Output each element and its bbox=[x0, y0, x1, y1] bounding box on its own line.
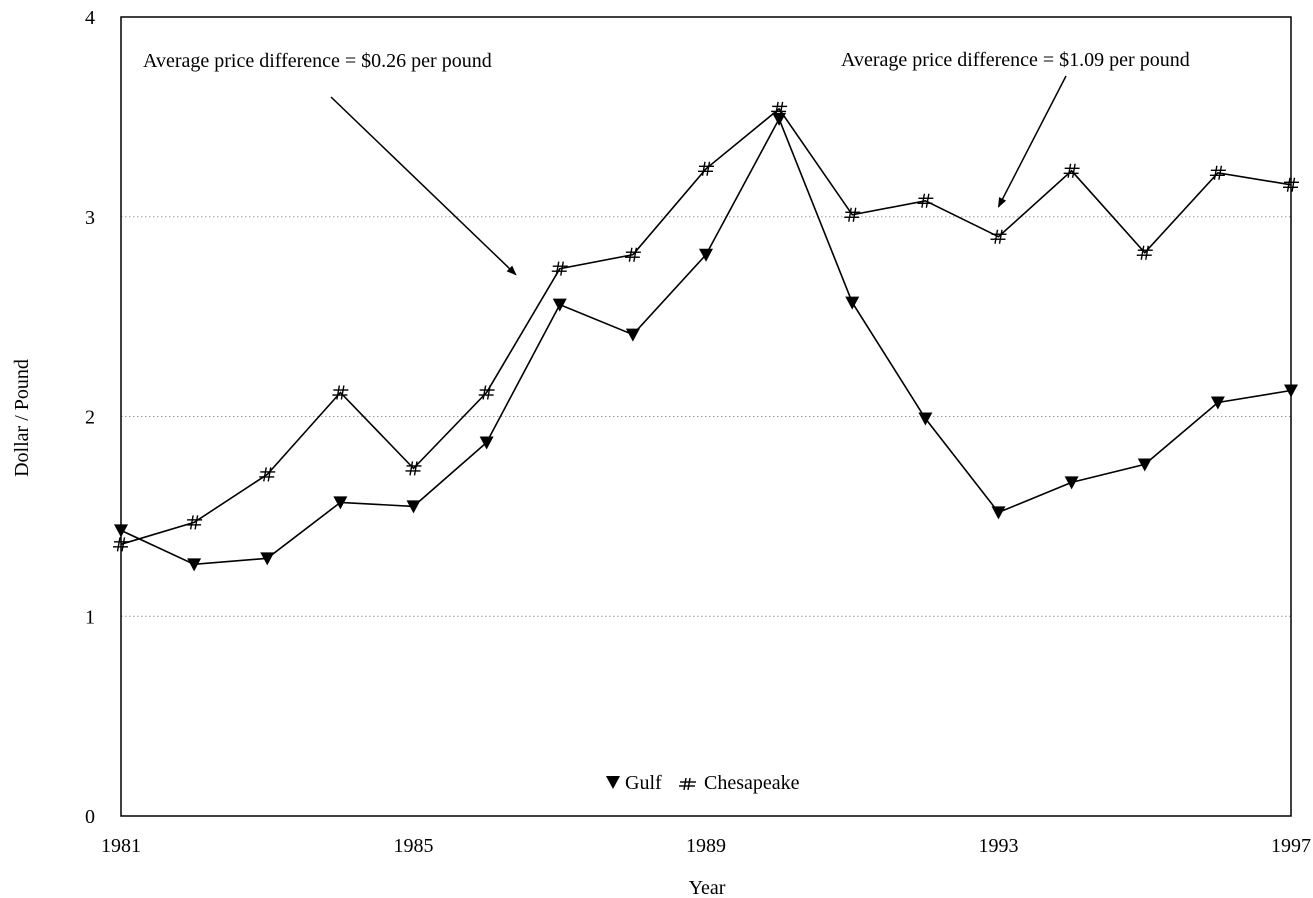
x-axis-title: Year bbox=[689, 877, 726, 898]
legend-label-chesapeake: Chesapeake bbox=[704, 772, 800, 794]
data-point-gulf bbox=[479, 436, 494, 450]
annotation-gulf-chesapeake-late: Average price difference = $1.09 per pou… bbox=[841, 49, 1190, 208]
x-tick-label: 1993 bbox=[979, 835, 1019, 857]
series-line-chesapeake bbox=[120, 107, 1292, 546]
data-point-chesapeake bbox=[1283, 177, 1299, 192]
plot-frame bbox=[120, 16, 1292, 817]
data-point-chesapeake bbox=[844, 207, 861, 222]
data-point-chesapeake bbox=[1063, 163, 1080, 178]
data-point-chesapeake bbox=[113, 537, 129, 552]
annotation-text-1: Average price difference = $0.26 per pou… bbox=[143, 50, 492, 72]
annotation-text-2: Average price difference = $1.09 per pou… bbox=[841, 49, 1190, 71]
data-point-chesapeake bbox=[624, 247, 641, 262]
data-point-gulf bbox=[333, 496, 348, 510]
data-point-gulf bbox=[1064, 476, 1079, 490]
data-point-chesapeake bbox=[186, 515, 203, 530]
data-point-gulf bbox=[625, 328, 640, 342]
data-point-chesapeake bbox=[917, 193, 934, 208]
series-gulf bbox=[114, 112, 1298, 572]
data-point-chesapeake bbox=[259, 467, 276, 482]
data-point-gulf bbox=[406, 500, 421, 514]
y-tick-label: 1 bbox=[85, 606, 95, 628]
data-point-chesapeake bbox=[771, 101, 788, 117]
data-point-gulf bbox=[114, 524, 128, 538]
y-axis-ticks: 0 1 2 3 4 bbox=[85, 7, 95, 828]
data-point-gulf bbox=[845, 296, 860, 310]
y-tick-label: 0 bbox=[85, 806, 95, 828]
data-point-chesapeake bbox=[405, 461, 422, 476]
y-tick-label: 4 bbox=[85, 7, 95, 29]
y-axis-title: Dollar / Pound bbox=[11, 359, 33, 477]
data-point-gulf bbox=[918, 412, 933, 426]
x-tick-label: 1985 bbox=[394, 835, 434, 857]
series-line-gulf bbox=[120, 117, 1292, 566]
annotation-arrow-2 bbox=[997, 75, 1067, 208]
data-point-chesapeake bbox=[990, 229, 1007, 244]
data-point-gulf bbox=[260, 552, 275, 566]
data-point-gulf bbox=[1137, 458, 1152, 472]
legend-label-gulf: Gulf bbox=[625, 772, 662, 794]
data-point-gulf bbox=[187, 558, 202, 572]
legend: Gulf Chesapeake bbox=[606, 772, 800, 794]
legend-chesapeake-hash-icon bbox=[679, 777, 696, 791]
data-point-gulf bbox=[1210, 396, 1225, 410]
data-point-chesapeake bbox=[551, 261, 568, 276]
series-layer bbox=[113, 101, 1299, 572]
annotation-arrow-1 bbox=[330, 96, 517, 276]
data-point-gulf bbox=[772, 112, 787, 126]
x-tick-label: 1989 bbox=[686, 835, 726, 857]
annotation-gulf-chesapeake-early: Average price difference = $0.26 per pou… bbox=[143, 50, 517, 276]
x-axis-ticks: 1981 1985 1989 1993 1997 bbox=[101, 835, 1311, 857]
data-point-chesapeake bbox=[1136, 245, 1153, 260]
legend-gulf-triangle-icon bbox=[606, 776, 620, 789]
data-point-gulf bbox=[699, 248, 713, 262]
series-chesapeake bbox=[113, 101, 1299, 552]
grid-lines bbox=[121, 216, 1291, 617]
x-tick-label: 1981 bbox=[101, 835, 141, 857]
data-point-gulf bbox=[991, 506, 1006, 520]
data-point-gulf bbox=[552, 298, 567, 312]
data-point-gulf bbox=[1284, 384, 1298, 398]
data-point-chesapeake bbox=[1209, 165, 1226, 180]
data-point-chesapeake bbox=[332, 385, 349, 400]
y-tick-label: 3 bbox=[85, 207, 95, 229]
x-tick-label: 1997 bbox=[1271, 835, 1311, 857]
data-point-chesapeake bbox=[478, 385, 495, 400]
y-tick-label: 2 bbox=[85, 407, 95, 429]
data-point-chesapeake bbox=[698, 161, 714, 176]
